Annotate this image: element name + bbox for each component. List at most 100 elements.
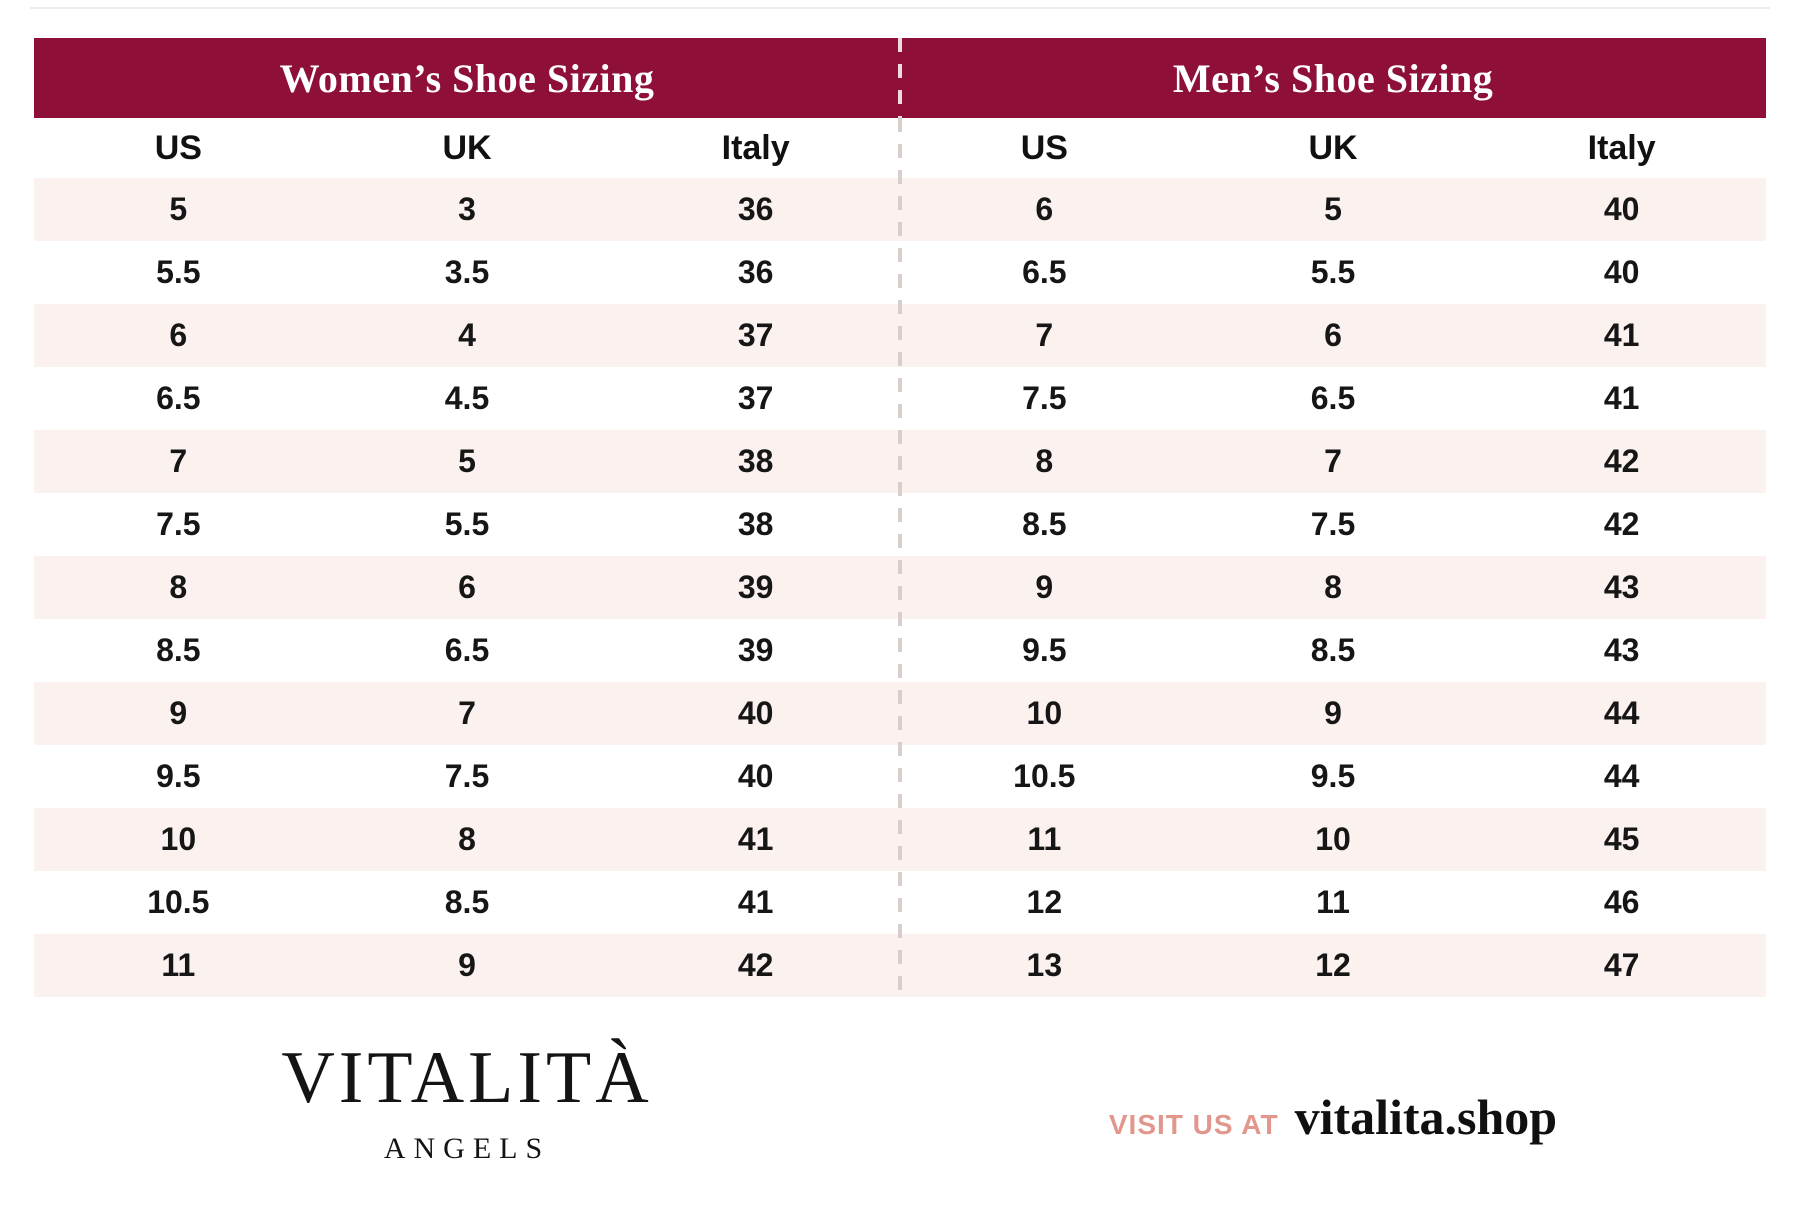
men-us-cell: 9.5: [1022, 632, 1067, 668]
men-italy-cell: 44: [1603, 758, 1640, 794]
women-uk-cell: 7: [458, 695, 476, 731]
table-row: 5.5 3.5 36 6.5 5.5 40: [34, 241, 1766, 304]
women-uk-cell: 5.5: [444, 506, 490, 542]
women-italy-cell: 40: [737, 758, 774, 794]
men-italy-cell: 40: [1603, 191, 1640, 227]
women-italy-cell: 41: [737, 821, 774, 857]
men-italy-cell: 41: [1603, 317, 1640, 353]
women-us-cell: 10.5: [147, 884, 210, 920]
men-italy-cell: 44: [1603, 695, 1640, 731]
men-italy-cell: 43: [1603, 569, 1640, 605]
women-uk-cell: 5: [458, 443, 476, 479]
women-italy-cell: 36: [737, 191, 774, 227]
women-us-cell: 10: [160, 821, 197, 857]
women-section-title: Women’s Shoe Sizing: [279, 55, 655, 101]
women-italy-cell: 40: [737, 695, 774, 731]
men-uk-cell: 8.5: [1310, 632, 1356, 668]
men-uk-cell: 8: [1324, 569, 1342, 605]
men-us-cell: 10: [1026, 695, 1063, 731]
women-italy-cell: 37: [737, 317, 774, 353]
column-header-row: US UK Italy US UK Italy: [34, 118, 1766, 178]
women-us-cell: 7: [169, 443, 188, 479]
men-italy-cell: 46: [1603, 884, 1640, 920]
men-uk-cell: 12: [1315, 947, 1351, 983]
men-italy-cell: 43: [1603, 632, 1640, 668]
men-italy-cell: 42: [1603, 443, 1640, 479]
men-us-cell: 8: [1035, 443, 1054, 479]
men-uk-cell: 10: [1315, 821, 1351, 857]
women-uk-cell: 7.5: [444, 758, 490, 794]
men-uk-cell: 11: [1316, 884, 1350, 920]
table-row: 6.5 4.5 37 7.5 6.5 41: [34, 367, 1766, 430]
brand-name: VITALITÀ: [281, 1037, 653, 1119]
men-italy-cell: 47: [1603, 947, 1640, 983]
table-row: 9.5 7.5 40 10.5 9.5 44: [34, 745, 1766, 808]
men-us-cell: 11: [1027, 821, 1062, 857]
visit-us-line: VISIT US AT vitalita.shop: [900, 1088, 1766, 1146]
women-italy-cell: 39: [737, 569, 774, 605]
men-section-header: Men’s Shoe Sizing: [900, 38, 1766, 118]
men-italy-cell: 40: [1603, 254, 1640, 290]
men-uk-cell: 5: [1324, 191, 1342, 227]
men-section-title: Men’s Shoe Sizing: [1172, 55, 1494, 101]
center-dashed-divider-body: [898, 118, 902, 997]
men-us-cell: 7: [1035, 317, 1054, 353]
women-italy-cell: 38: [737, 506, 774, 542]
men-uk-cell: 7: [1324, 443, 1342, 479]
women-us-cell: 8: [169, 569, 188, 605]
women-us-cell: 6.5: [156, 380, 201, 416]
women-uk-cell: 9: [458, 947, 476, 983]
men-uk-cell: 6.5: [1310, 380, 1356, 416]
women-section-header: Women’s Shoe Sizing: [34, 38, 900, 118]
women-us-cell: 6: [169, 317, 188, 353]
women-uk-cell: 6.5: [444, 632, 490, 668]
women-us-cell: 9: [169, 695, 188, 731]
men-us-cell: 13: [1026, 947, 1063, 983]
women-uk-cell: 4.5: [444, 380, 490, 416]
women-col-us: US: [154, 128, 202, 167]
men-col-uk: UK: [1308, 128, 1358, 167]
women-italy-cell: 38: [737, 443, 774, 479]
women-uk-cell: 8: [458, 821, 476, 857]
men-col-italy: Italy: [1587, 128, 1656, 167]
women-us-cell: 7.5: [156, 506, 201, 542]
women-col-italy: Italy: [721, 128, 790, 167]
men-italy-cell: 41: [1603, 380, 1640, 416]
women-italy-cell: 39: [737, 632, 774, 668]
men-italy-cell: 45: [1603, 821, 1640, 857]
women-italy-cell: 42: [737, 947, 774, 983]
women-uk-cell: 6: [458, 569, 476, 605]
men-us-cell: 7.5: [1022, 380, 1067, 416]
brand-subtitle: ANGELS: [383, 1131, 551, 1165]
men-us-cell: 10.5: [1013, 758, 1076, 794]
men-uk-cell: 9: [1324, 695, 1342, 731]
visit-us-label: VISIT US AT: [1108, 1109, 1279, 1140]
men-uk-cell: 9.5: [1310, 758, 1356, 794]
men-us-cell: 9: [1035, 569, 1054, 605]
women-uk-cell: 8.5: [444, 884, 490, 920]
men-us-cell: 6: [1035, 191, 1054, 227]
brand-logo: VITALITÀ ANGELS: [34, 1037, 900, 1166]
women-col-uk: UK: [442, 128, 492, 167]
men-us-cell: 8.5: [1022, 506, 1067, 542]
women-us-cell: 5: [169, 191, 188, 227]
women-us-cell: 5.5: [156, 254, 201, 290]
women-us-cell: 8.5: [156, 632, 201, 668]
men-col-us: US: [1020, 128, 1068, 167]
top-divider-line: [30, 7, 1770, 9]
women-uk-cell: 4: [458, 317, 476, 353]
women-uk-cell: 3: [458, 191, 476, 227]
center-dashed-divider-header: [898, 38, 902, 118]
women-italy-cell: 36: [737, 254, 774, 290]
women-us-cell: 9.5: [156, 758, 201, 794]
men-uk-cell: 7.5: [1310, 506, 1356, 542]
visit-site-text: vitalita.shop: [1294, 1089, 1558, 1145]
women-italy-cell: 37: [737, 380, 774, 416]
table-row: 8.5 6.5 39 9.5 8.5 43: [34, 619, 1766, 682]
men-uk-cell: 5.5: [1310, 254, 1356, 290]
women-us-cell: 11: [161, 947, 196, 983]
men-us-cell: 6.5: [1022, 254, 1067, 290]
table-row: 7.5 5.5 38 8.5 7.5 42: [34, 493, 1766, 556]
men-italy-cell: 42: [1603, 506, 1640, 542]
